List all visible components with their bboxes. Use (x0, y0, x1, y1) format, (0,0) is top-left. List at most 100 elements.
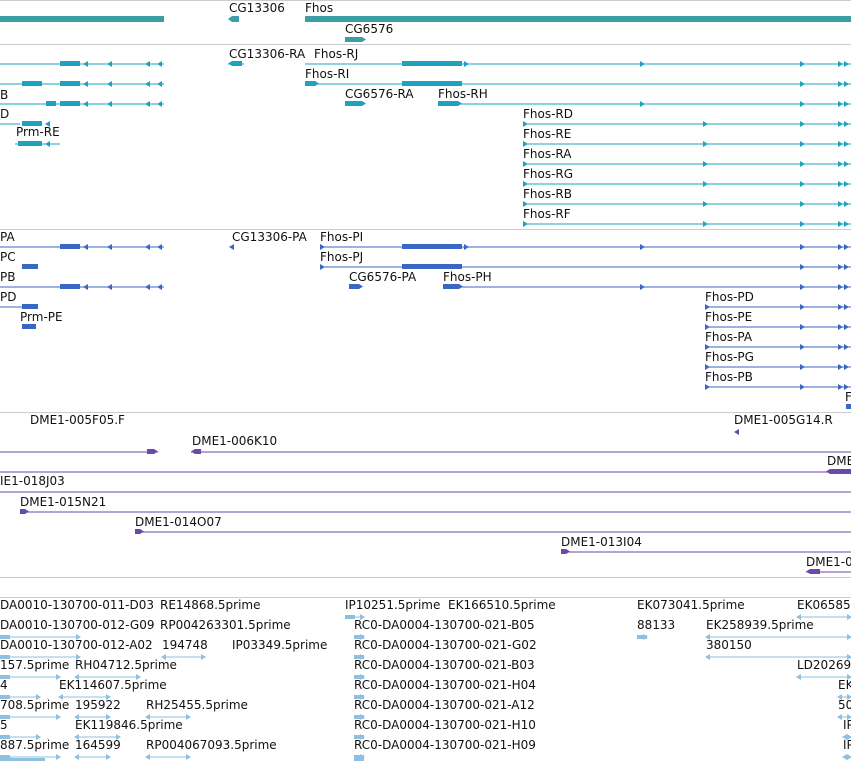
feature-exon-block[interactable] (147, 449, 158, 454)
ests-label-ek258939-5prime[interactable]: EK258939.5prime (706, 618, 814, 632)
proteins-label-fhos-pa[interactable]: Fhos-PA (705, 330, 753, 344)
est-block[interactable] (0, 715, 10, 719)
ests-label-88133[interactable]: 88133 (637, 618, 676, 632)
feature-exon-block[interactable] (443, 284, 463, 289)
transcripts-label-fhos-rh[interactable]: Fhos-RH (438, 87, 488, 101)
proteins-label-fhos-pb[interactable]: Fhos-PB (705, 370, 753, 384)
ests-label-rc0-da0004-130700-021-h10[interactable]: RC0-DA0004-130700-021-H10 (354, 718, 536, 732)
feature-exon-block[interactable] (60, 244, 80, 249)
ests-label-ek119846-5prime[interactable]: EK119846.5prime (75, 718, 183, 732)
feature-exon-block[interactable] (438, 101, 462, 106)
gene-bar[interactable] (0, 16, 164, 22)
est-block[interactable] (0, 758, 45, 761)
est-block[interactable] (345, 615, 355, 619)
est-block[interactable] (354, 655, 364, 659)
ests-label-5[interactable]: 5 (0, 718, 8, 732)
ests-label-380150[interactable]: 380150 (706, 638, 752, 652)
feature-exon-block[interactable] (60, 101, 80, 106)
clones-label-ie1-018j03[interactable]: IE1-018J03 (0, 474, 65, 488)
feature-exon-block[interactable] (561, 549, 570, 554)
genes-label-cg6576[interactable]: CG6576 (345, 22, 394, 36)
ests-label-ek06585[interactable]: EK06585 (797, 598, 851, 612)
clones-label-dme1-015n21[interactable]: DME1-015N21 (20, 495, 107, 509)
transcripts-label-prm-re[interactable]: Prm-RE (16, 125, 60, 139)
ests-label-ip10251-5prime[interactable]: IP10251.5prime (345, 598, 441, 612)
transcripts-label-fhos-re[interactable]: Fhos-RE (523, 127, 572, 141)
feature-exon-block[interactable] (46, 101, 56, 106)
gene-bar[interactable] (345, 37, 366, 42)
feature-exon-block[interactable] (402, 61, 462, 66)
gene-bar[interactable] (305, 16, 851, 22)
feature-exon-block[interactable] (60, 61, 80, 66)
proteins-label-f[interactable]: F (845, 390, 851, 404)
clones-label-dme1-005g14-r[interactable]: DME1-005G14.R (734, 413, 833, 427)
clones-label-dme1-013i04[interactable]: DME1-013I04 (561, 535, 642, 549)
proteins-label-pa[interactable]: PA (0, 230, 15, 244)
transcripts-label-b[interactable]: B (0, 88, 9, 102)
ests-label-4[interactable]: 4 (0, 678, 8, 692)
feature-exon-block[interactable] (22, 324, 36, 329)
ests-label-re14868-5prime[interactable]: RE14868.5prime (160, 598, 261, 612)
transcripts-label-cg13306-ra[interactable]: CG13306-RA (229, 47, 306, 61)
est-block[interactable] (354, 695, 364, 699)
proteins-label-fhos-pj[interactable]: Fhos-PJ (320, 250, 364, 264)
ests-label-ek[interactable]: EK (838, 678, 851, 692)
ests-label-164599[interactable]: 164599 (75, 738, 121, 752)
feature-exon-block[interactable] (20, 509, 29, 514)
transcripts-label-fhos-rd[interactable]: Fhos-RD (523, 107, 574, 121)
ests-label-rp004263301-5prime[interactable]: RP004263301.5prime (160, 618, 291, 632)
ests-label-ek166510-5prime[interactable]: EK166510.5prime (448, 598, 556, 612)
genes-label-cg13306[interactable]: CG13306 (229, 1, 285, 15)
gene-bar[interactable] (228, 16, 239, 22)
feature-exon-block[interactable] (60, 81, 80, 86)
ests-label-rc0-da0004-130700-021-b03[interactable]: RC0-DA0004-130700-021-B03 (354, 658, 535, 672)
ests-label-rc0-da0004-130700-021-h04[interactable]: RC0-DA0004-130700-021-H04 (354, 678, 536, 692)
feature-exon-block[interactable] (826, 469, 851, 474)
feature-exon-block[interactable] (305, 81, 319, 86)
feature-exon-block[interactable] (60, 284, 80, 289)
ests-label-rc0-da0004-130700-021-a12[interactable]: RC0-DA0004-130700-021-A12 (354, 698, 535, 712)
proteins-label-fhos-pg[interactable]: Fhos-PG (705, 350, 754, 364)
clones-label-dme1-006k10[interactable]: DME1-006K10 (192, 434, 278, 448)
clones-label-dme[interactable]: DME (827, 454, 851, 468)
feature-exon-block[interactable] (191, 449, 201, 454)
proteins-label-cg6576-pa[interactable]: CG6576-PA (349, 270, 417, 284)
ests-label-rp004067093-5prime[interactable]: RP004067093.5prime (146, 738, 277, 752)
feature-exon-block[interactable] (18, 141, 42, 146)
transcripts-label-fhos-rf[interactable]: Fhos-RF (523, 207, 571, 221)
proteins-label-cg13306-pa[interactable]: CG13306-PA (232, 230, 307, 244)
est-block[interactable] (354, 735, 364, 739)
ests-label-157-5prime[interactable]: 157.5prime (0, 658, 70, 672)
ests-label-195922[interactable]: 195922 (75, 698, 121, 712)
ests-label-ip[interactable]: IP (843, 738, 851, 752)
clones-label-dme1-005f05-f[interactable]: DME1-005F05.F (30, 413, 125, 427)
feature-exon-block[interactable] (806, 569, 820, 574)
feature-exon-block[interactable] (402, 244, 462, 249)
est-block[interactable] (354, 675, 364, 679)
transcripts-label-d[interactable]: D (0, 107, 10, 121)
clones-label-dme1-0[interactable]: DME1-0 (806, 555, 851, 569)
transcripts-label-fhos-ra[interactable]: Fhos-RA (523, 147, 572, 161)
feature-exon-block[interactable] (402, 81, 462, 86)
feature-exon-block[interactable] (135, 529, 144, 534)
proteins-label-fhos-ph[interactable]: Fhos-PH (443, 270, 492, 284)
proteins-label-fhos-pe[interactable]: Fhos-PE (705, 310, 753, 324)
feature-exon-block[interactable] (846, 404, 851, 409)
transcripts-label-fhos-rj[interactable]: Fhos-RJ (314, 47, 359, 61)
ests-label-708-5prime[interactable]: 708.5prime (0, 698, 70, 712)
feature-exon-block[interactable] (345, 101, 366, 106)
ests-label-rc0-da0004-130700-021-h09[interactable]: RC0-DA0004-130700-021-H09 (354, 738, 536, 752)
est-block[interactable] (0, 735, 10, 739)
transcripts-label-fhos-rb[interactable]: Fhos-RB (523, 187, 573, 201)
est-block[interactable] (354, 635, 364, 639)
est-block[interactable] (354, 715, 364, 719)
ests-label-rh04712-5prime[interactable]: RH04712.5prime (75, 658, 177, 672)
feature-exon-block[interactable] (349, 284, 363, 289)
proteins-label-pd[interactable]: PD (0, 290, 17, 304)
ests-label-ip03349-5prime[interactable]: IP03349.5prime (232, 638, 328, 652)
genes-label-fhos[interactable]: Fhos (305, 1, 334, 15)
ests-label-50[interactable]: 50 (838, 698, 851, 712)
ests-label-rc0-da0004-130700-021-b05[interactable]: RC0-DA0004-130700-021-B05 (354, 618, 535, 632)
feature-exon-block[interactable] (22, 121, 42, 126)
